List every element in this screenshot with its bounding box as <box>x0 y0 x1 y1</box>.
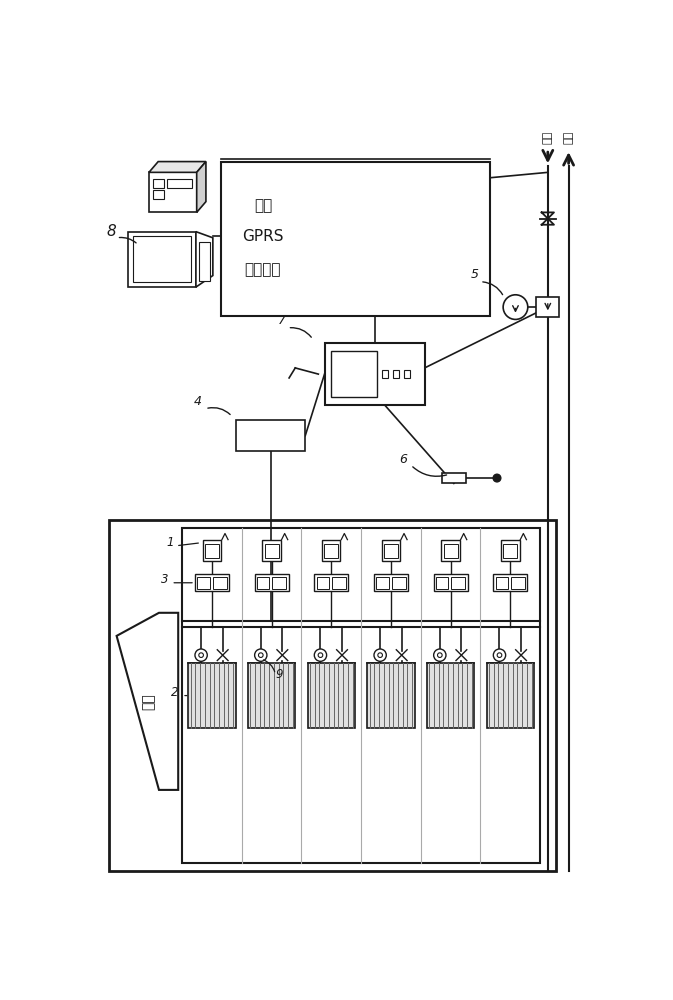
Circle shape <box>254 649 267 661</box>
Circle shape <box>195 649 207 661</box>
Text: 5: 5 <box>471 268 479 281</box>
Circle shape <box>497 653 502 657</box>
Text: 7: 7 <box>279 314 286 327</box>
Bar <box>308 663 355 728</box>
Text: 供水: 供水 <box>543 130 553 144</box>
Bar <box>393 370 399 378</box>
Bar <box>153 190 164 199</box>
Bar <box>264 544 279 558</box>
Text: 4: 4 <box>194 395 202 408</box>
Bar <box>367 663 415 728</box>
Circle shape <box>493 649 505 661</box>
Bar <box>392 577 406 589</box>
Bar <box>248 663 295 728</box>
Bar <box>254 574 289 591</box>
Bar <box>197 577 209 589</box>
Bar <box>262 540 281 561</box>
Bar <box>493 574 527 591</box>
Bar <box>376 577 388 589</box>
Bar <box>182 528 540 863</box>
Polygon shape <box>116 613 178 790</box>
Bar <box>128 232 196 287</box>
Bar <box>404 370 410 378</box>
Bar <box>168 179 192 188</box>
Bar <box>511 577 525 589</box>
Circle shape <box>493 474 501 482</box>
Text: 2: 2 <box>171 686 179 699</box>
Circle shape <box>374 649 386 661</box>
Bar <box>205 544 219 558</box>
Bar <box>503 544 517 558</box>
Bar <box>199 242 210 281</box>
Polygon shape <box>149 162 206 172</box>
Bar <box>487 663 534 728</box>
Bar <box>133 236 191 282</box>
Bar <box>257 577 269 589</box>
Bar <box>324 343 425 405</box>
Circle shape <box>433 649 446 661</box>
Text: 双向通讯: 双向通讯 <box>245 263 281 278</box>
Bar <box>273 577 286 589</box>
Circle shape <box>503 295 528 319</box>
Bar <box>441 473 466 483</box>
Bar <box>384 544 398 558</box>
Text: 9: 9 <box>275 668 283 681</box>
Bar <box>536 297 559 317</box>
Bar <box>374 574 408 591</box>
Circle shape <box>318 653 323 657</box>
Text: 楼宇: 楼宇 <box>142 693 156 710</box>
Bar <box>188 663 236 728</box>
Bar <box>324 544 338 558</box>
Bar <box>322 540 341 561</box>
Bar <box>314 574 348 591</box>
Bar <box>433 574 468 591</box>
Text: 远程: 远程 <box>254 198 272 213</box>
Bar <box>501 540 520 561</box>
Text: GPRS: GPRS <box>242 229 283 244</box>
Text: 回水: 回水 <box>563 130 573 144</box>
Circle shape <box>258 653 263 657</box>
Polygon shape <box>197 162 206 212</box>
Bar <box>436 577 448 589</box>
Bar <box>149 172 197 212</box>
Bar <box>221 162 490 316</box>
Text: 8: 8 <box>106 224 116 238</box>
Bar <box>332 577 346 589</box>
Bar <box>441 540 460 561</box>
Polygon shape <box>196 232 213 287</box>
Text: 1: 1 <box>167 536 174 549</box>
Circle shape <box>437 653 442 657</box>
Bar <box>236 420 306 451</box>
Bar <box>213 577 227 589</box>
Bar <box>427 663 474 728</box>
Bar <box>444 544 458 558</box>
Bar <box>109 520 555 871</box>
Bar <box>153 179 164 188</box>
Bar <box>316 577 329 589</box>
Bar <box>452 577 465 589</box>
Bar <box>382 540 400 561</box>
Bar <box>203 540 221 561</box>
Text: 6: 6 <box>399 453 407 466</box>
Circle shape <box>314 649 326 661</box>
Bar <box>495 577 508 589</box>
Bar <box>382 370 388 378</box>
Bar <box>195 574 229 591</box>
Circle shape <box>378 653 382 657</box>
Circle shape <box>199 653 203 657</box>
Bar <box>330 351 377 397</box>
Text: 3: 3 <box>160 573 168 586</box>
